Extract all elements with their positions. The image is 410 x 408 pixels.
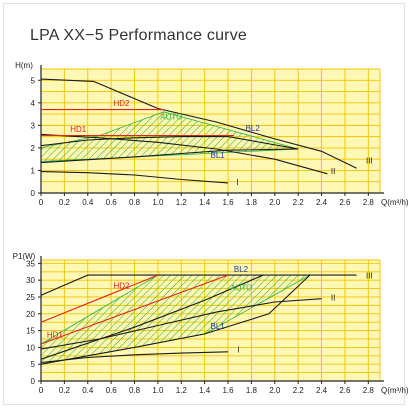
x-tick-label: 2.8 (363, 198, 375, 207)
curve-label-bl1: BL1 (211, 322, 226, 331)
x-tick-label: 1.0 (152, 198, 164, 207)
x-tick-label: 2.8 (363, 386, 375, 395)
y-tick-label: 3 (31, 121, 36, 130)
curve-label-i: I (236, 178, 238, 187)
x-tick-label: 2.4 (316, 198, 328, 207)
curve-label-ii: II (331, 167, 335, 176)
x-tick-label: 1.2 (176, 386, 188, 395)
y-tick-label: 15 (26, 327, 35, 336)
x-tick-label: 0.6 (106, 198, 118, 207)
chart-2: 0 0.2 0.4 0.6 0.8 1.0 1.2 1.4 1.6 1.8 2.0 2.2 2.4 2.6… (13, 252, 409, 395)
curve-label-bl1: BL1 (211, 151, 226, 160)
x-tick-label: 0.6 (106, 386, 118, 395)
y-tick-label: 4 (31, 99, 36, 108)
series-bl2 (40, 274, 264, 360)
x-axis-label: Q(m³/h) (381, 386, 409, 395)
curve-label-hd2: HD2 (113, 99, 130, 108)
chart-panel (3, 3, 405, 405)
y-tick-label: 2 (31, 144, 36, 153)
x-tick-label: 1.0 (152, 386, 164, 395)
series-bl1 (40, 274, 311, 365)
y-tick-label: 20 (26, 310, 35, 319)
page-title: LPA XX−5 Performance curve (30, 27, 248, 44)
x-tick-label: 0 (39, 198, 44, 207)
curve-label-auto: AUTO (160, 113, 182, 122)
curve-label-bl2: BL2 (234, 265, 249, 274)
y-tick-label: 0 (31, 189, 36, 198)
curve-label-auto: AUTO (230, 283, 252, 292)
y-tick-label: 35 (26, 259, 35, 268)
series-hd1 (40, 274, 229, 345)
y-tick-label: 5 (31, 360, 36, 369)
x-tick-label: 0.4 (82, 386, 94, 395)
y-tick-label: 25 (26, 293, 35, 302)
y-tick-label: 30 (26, 276, 35, 285)
x-tick-label: 2.4 (316, 386, 328, 395)
series-i (40, 171, 229, 184)
x-tick-label: 2.2 (293, 386, 305, 395)
y-tick-label: 1 (31, 166, 36, 175)
chart-1: 0 0.2 0.4 0.6 0.8 1.0 1.2 1.4 1.6 1.8 2.0 2.2 2.4 2.6… (15, 61, 409, 207)
x-tick-label: 1.6 (222, 386, 234, 395)
x-tick-label: 2.6 (339, 198, 351, 207)
series-ii (40, 133, 328, 175)
x-tick-label: 0.2 (59, 386, 71, 395)
y-tick-label: 10 (26, 343, 35, 352)
series-bl2 (40, 136, 299, 150)
curve-label-iii: III (366, 157, 373, 166)
series-hd2 (40, 274, 159, 323)
y-tick-label: 5 (31, 76, 36, 85)
x-axis-label: Q(m³/h) (381, 198, 409, 207)
curve-label-bl2: BL2 (246, 124, 261, 133)
curve-label-iii: III (366, 271, 373, 280)
x-tick-label: 2.2 (293, 198, 305, 207)
curve-label-hd1: HD1 (70, 125, 87, 134)
x-tick-label: 2.6 (339, 386, 351, 395)
curve-label-i: I (237, 345, 239, 354)
series-i (40, 351, 229, 364)
x-tick-label: 1.6 (222, 198, 234, 207)
x-tick-label: 1.4 (199, 198, 211, 207)
x-tick-label: 2.0 (269, 386, 281, 395)
x-tick-label: 0.2 (59, 198, 71, 207)
x-tick-label: 1.2 (176, 198, 188, 207)
x-tick-label: 0.8 (129, 386, 141, 395)
x-tick-label: 0.8 (129, 198, 141, 207)
y-axis-label: H(m) (15, 61, 33, 70)
series-iii (40, 274, 357, 296)
y-tick-label: 0 (31, 377, 36, 386)
x-tick-label: 1.8 (246, 386, 258, 395)
y-axis-label: P1(W) (13, 252, 36, 261)
x-tick-label: 1.4 (199, 386, 211, 395)
series-bl1 (40, 148, 299, 164)
x-tick-label: 0 (39, 386, 44, 395)
x-tick-label: 0.4 (82, 198, 94, 207)
curve-label-hd2: HD2 (113, 282, 130, 291)
x-tick-label: 1.8 (246, 198, 258, 207)
curve-label-ii: II (331, 293, 335, 302)
series-iii (40, 78, 357, 169)
curve-label-hd1: HD1 (47, 330, 64, 339)
x-tick-label: 2.0 (269, 198, 281, 207)
